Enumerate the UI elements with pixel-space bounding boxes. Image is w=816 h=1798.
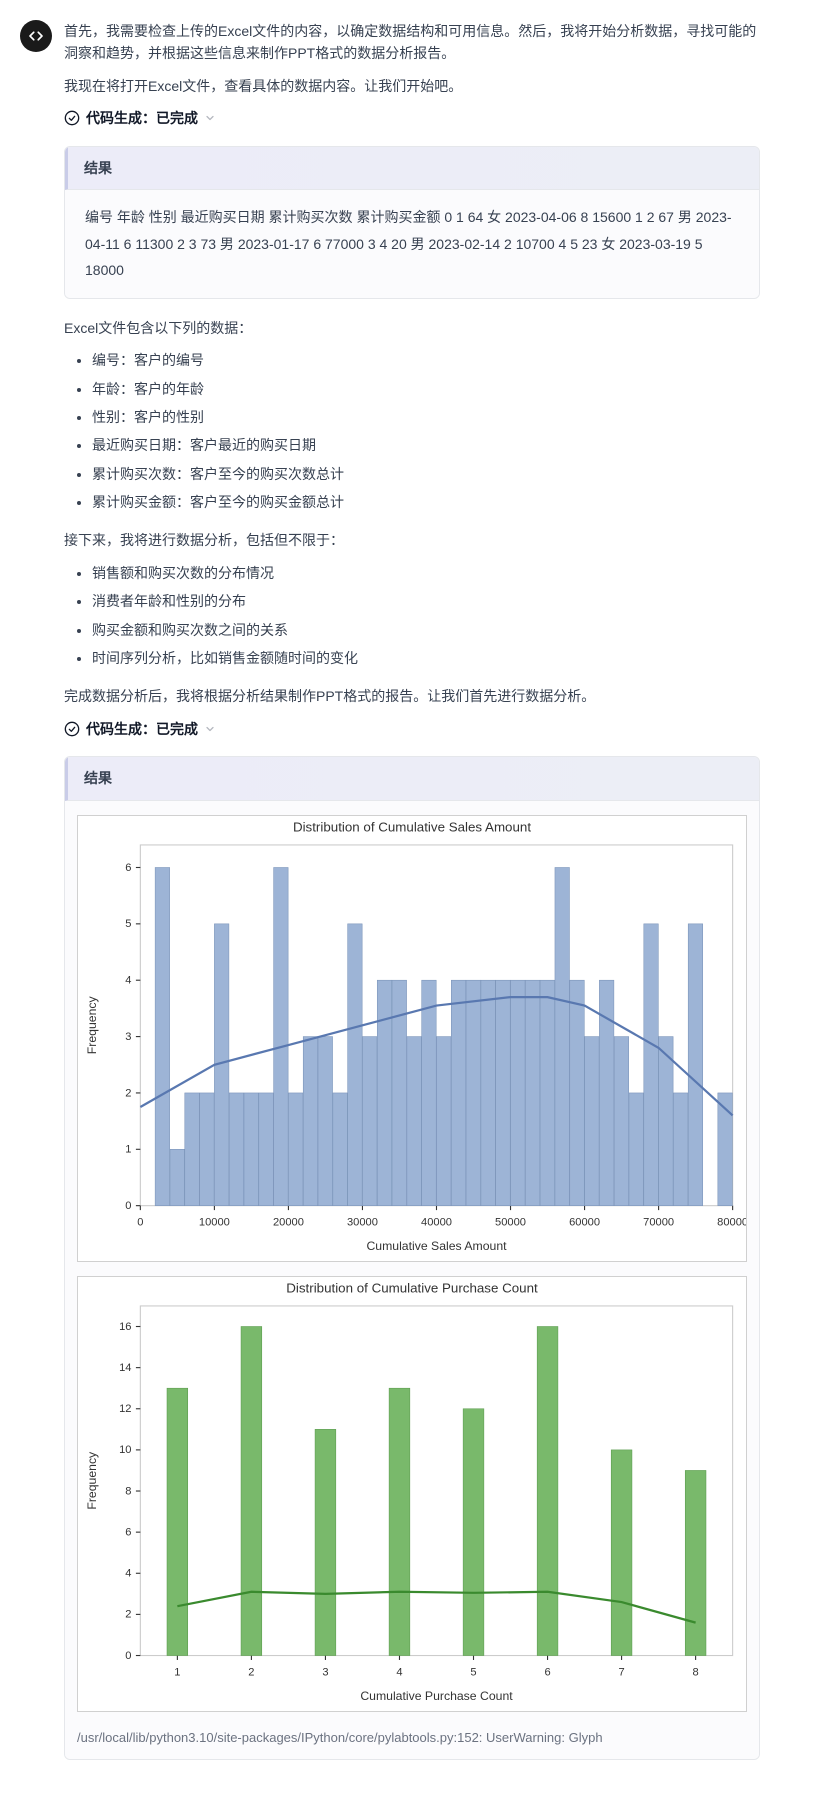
list-item: 年龄：客户的年龄 (92, 378, 760, 400)
svg-text:4: 4 (125, 1568, 131, 1580)
code-brackets-icon (27, 27, 45, 45)
svg-text:2: 2 (125, 1609, 131, 1621)
check-circle-icon (64, 721, 80, 737)
svg-text:40000: 40000 (421, 1216, 452, 1228)
explain-header: Excel文件包含以下列的数据： (64, 317, 760, 339)
svg-text:7: 7 (618, 1666, 624, 1678)
result-block-2: 结果 Distribution of Cumulative Sales Amou… (64, 756, 760, 1760)
result-body-1: 编号 年龄 性别 最近购买日期 累计购买次数 累计购买金额 0 1 64 女 2… (65, 190, 759, 298)
list-item: 销售额和购买次数的分布情况 (92, 562, 760, 584)
list-item: 购买金额和购买次数之间的关系 (92, 619, 760, 641)
chart-purchase-count-distribution: Distribution of Cumulative Purchase Coun… (77, 1276, 747, 1712)
list-item: 时间序列分析，比如销售金额随时间的变化 (92, 647, 760, 669)
columns-list: 编号：客户的编号年龄：客户的年龄性别：客户的性别最近购买日期：客户最近的购买日期… (64, 349, 760, 513)
svg-text:60000: 60000 (569, 1216, 600, 1228)
analysis-intro: 接下来，我将进行数据分析，包括但不限于： (64, 529, 760, 551)
result-body-2: Distribution of Cumulative Sales Amount 0… (65, 801, 759, 1759)
svg-text:50000: 50000 (495, 1216, 526, 1228)
code-status-toggle-2[interactable]: 代码生成：已完成 (64, 718, 760, 740)
svg-text:Distribution of Cumulative Sal: Distribution of Cumulative Sales Amount (293, 819, 531, 834)
code-status-label: 代码生成：已完成 (86, 107, 198, 129)
list-item: 消费者年龄和性别的分布 (92, 590, 760, 612)
assistant-avatar (20, 20, 52, 52)
list-item: 累计购买金额：客户至今的购买金额总计 (92, 491, 760, 513)
svg-text:8: 8 (693, 1666, 699, 1678)
list-item: 性别：客户的性别 (92, 406, 760, 428)
svg-text:2: 2 (125, 1087, 131, 1099)
code-status-label: 代码生成：已完成 (86, 718, 198, 740)
svg-text:0: 0 (125, 1650, 131, 1662)
svg-text:10000: 10000 (199, 1216, 230, 1228)
svg-text:30000: 30000 (347, 1216, 378, 1228)
svg-text:5: 5 (470, 1666, 476, 1678)
svg-text:20000: 20000 (273, 1216, 304, 1228)
analysis-list: 销售额和购买次数的分布情况消费者年龄和性别的分布购买金额和购买次数之间的关系时间… (64, 562, 760, 670)
chart2-svg: Distribution of Cumulative Purchase Coun… (78, 1277, 746, 1711)
chart-sales-distribution: Distribution of Cumulative Sales Amount 0… (77, 815, 747, 1262)
python-warning: /usr/local/lib/python3.10/site-packages/… (77, 1726, 747, 1751)
chart1-svg: Distribution of Cumulative Sales Amount 0… (78, 816, 746, 1261)
svg-text:3: 3 (322, 1666, 328, 1678)
svg-text:Cumulative Sales Amount: Cumulative Sales Amount (366, 1239, 507, 1253)
svg-text:16: 16 (119, 1321, 131, 1333)
result-block-1: 结果 编号 年龄 性别 最近购买日期 累计购买次数 累计购买金额 0 1 64 … (64, 146, 760, 299)
code-status-toggle[interactable]: 代码生成：已完成 (64, 107, 760, 129)
svg-text:Frequency: Frequency (85, 1451, 99, 1510)
svg-text:2: 2 (248, 1666, 254, 1678)
svg-text:0: 0 (137, 1216, 143, 1228)
svg-text:8: 8 (125, 1485, 131, 1497)
svg-text:1: 1 (174, 1666, 180, 1678)
result-header: 结果 (65, 147, 759, 190)
check-circle-icon (64, 110, 80, 126)
svg-text:6: 6 (544, 1666, 550, 1678)
intro-paragraph-1: 首先，我需要检查上传的Excel文件的内容，以确定数据结构和可用信息。然后，我将… (64, 20, 760, 65)
svg-text:12: 12 (119, 1403, 131, 1415)
svg-text:4: 4 (396, 1666, 402, 1678)
chevron-down-icon (204, 112, 216, 124)
svg-text:6: 6 (125, 1526, 131, 1538)
svg-text:5: 5 (125, 918, 131, 930)
svg-text:6: 6 (125, 861, 131, 873)
svg-text:70000: 70000 (643, 1216, 674, 1228)
svg-text:80000: 80000 (717, 1216, 746, 1228)
svg-text:0: 0 (125, 1200, 131, 1212)
list-item: 编号：客户的编号 (92, 349, 760, 371)
chevron-down-icon (204, 723, 216, 735)
list-item: 累计购买次数：客户至今的购买次数总计 (92, 463, 760, 485)
analysis-close: 完成数据分析后，我将根据分析结果制作PPT格式的报告。让我们首先进行数据分析。 (64, 685, 760, 707)
svg-text:Frequency: Frequency (85, 995, 99, 1054)
svg-text:14: 14 (119, 1362, 131, 1374)
svg-text:Distribution of Cumulative Pur: Distribution of Cumulative Purchase Coun… (286, 1281, 538, 1296)
result-header: 结果 (65, 757, 759, 800)
svg-text:1: 1 (125, 1143, 131, 1155)
svg-text:4: 4 (125, 974, 131, 986)
intro-paragraph-2: 我现在将打开Excel文件，查看具体的数据内容。让我们开始吧。 (64, 75, 760, 97)
svg-text:10: 10 (119, 1444, 131, 1456)
svg-text:Cumulative Purchase Count: Cumulative Purchase Count (360, 1689, 513, 1703)
svg-text:3: 3 (125, 1031, 131, 1043)
list-item: 最近购买日期：客户最近的购买日期 (92, 434, 760, 456)
